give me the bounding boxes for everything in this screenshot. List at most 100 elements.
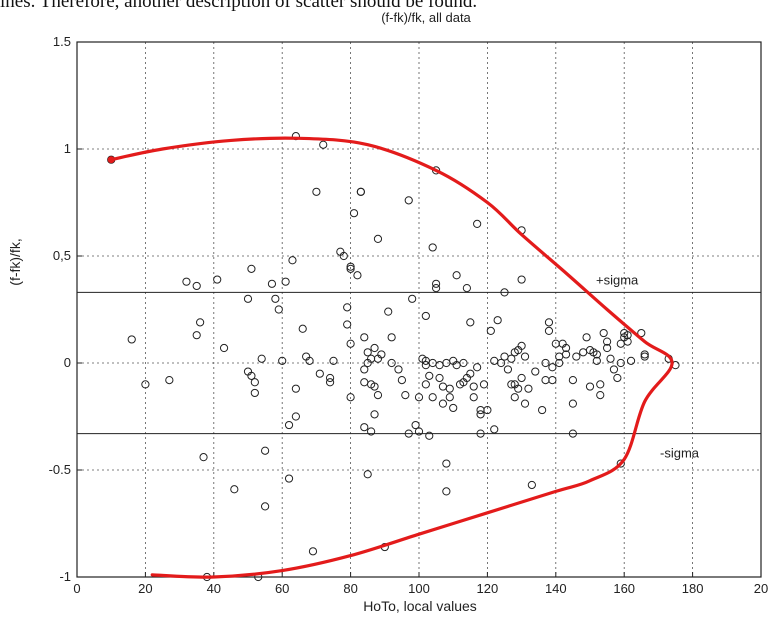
data-point	[538, 405, 547, 415]
data-point	[414, 427, 424, 436]
data-point	[449, 403, 458, 413]
data-point	[192, 331, 201, 340]
data-point	[213, 275, 222, 284]
data-point	[466, 318, 475, 327]
data-point	[500, 288, 509, 297]
data-point	[421, 361, 430, 370]
data-point	[363, 470, 372, 479]
data-point	[182, 277, 191, 286]
data-point	[626, 356, 636, 365]
data-point	[308, 547, 318, 556]
data-point	[373, 234, 383, 243]
data-point	[490, 356, 499, 365]
data-point	[544, 326, 554, 335]
data-point	[384, 307, 393, 316]
data-point	[496, 358, 506, 368]
data-point	[469, 382, 478, 391]
x-tick-label: 60	[275, 581, 289, 596]
data-point	[445, 384, 454, 393]
data-point	[165, 376, 174, 385]
data-point	[476, 429, 485, 438]
data-point	[319, 140, 328, 149]
data-point	[459, 358, 468, 368]
data-point	[541, 358, 550, 368]
data-point	[507, 354, 516, 363]
sigma-lines: +sigma -sigma	[77, 272, 761, 461]
data-point	[520, 399, 530, 408]
data-point	[479, 380, 489, 389]
data-point	[469, 393, 478, 402]
data-point	[291, 384, 300, 393]
data-point	[387, 333, 396, 342]
data-point	[616, 358, 625, 368]
data-point	[572, 352, 581, 361]
data-point	[360, 378, 369, 387]
data-point	[561, 343, 571, 353]
data-point	[408, 294, 417, 303]
data-point	[363, 348, 372, 357]
data-point	[192, 281, 201, 291]
data-point	[568, 429, 578, 438]
x-tick-label: 120	[477, 581, 499, 596]
data-point	[640, 350, 649, 359]
y-axis-label: (f-fk)/fk,	[7, 238, 23, 285]
data-point	[568, 376, 578, 385]
x-tick-label: 20	[754, 581, 768, 596]
data-point	[438, 399, 448, 408]
data-point	[507, 380, 516, 389]
data-point	[370, 343, 379, 353]
data-point	[278, 356, 287, 365]
data-point	[510, 393, 519, 402]
data-point	[325, 378, 335, 387]
x-tick-label: 80	[343, 581, 357, 596]
data-point	[544, 318, 554, 327]
data-point	[305, 356, 314, 365]
data-point	[230, 485, 239, 494]
data-point	[548, 376, 557, 385]
data-point	[452, 271, 461, 280]
data-point	[250, 378, 259, 387]
data-point	[356, 187, 365, 196]
data-point	[596, 391, 605, 400]
data-point	[599, 328, 608, 338]
data-point	[473, 219, 482, 228]
data-point	[346, 393, 355, 402]
data-point	[401, 391, 410, 400]
data-point	[325, 373, 335, 383]
data-point	[404, 429, 413, 438]
data-point	[370, 382, 379, 391]
data-point	[517, 341, 526, 350]
data-point	[370, 410, 379, 419]
data-point	[524, 384, 533, 393]
data-point	[603, 343, 612, 353]
x-tick-label: 0	[73, 581, 80, 596]
data-point	[606, 354, 615, 363]
data-point	[548, 363, 557, 372]
data-point	[199, 453, 208, 462]
data-point	[411, 420, 420, 430]
data-point	[271, 294, 280, 303]
data-point	[339, 251, 348, 261]
data-point	[353, 271, 362, 280]
data-point	[312, 187, 321, 196]
data-point	[592, 356, 601, 365]
data-point	[346, 264, 355, 273]
data-point	[219, 343, 229, 353]
data-point	[473, 363, 482, 372]
chart-title: (f-fk)/fk, all data	[381, 10, 471, 25]
data-point	[298, 324, 307, 333]
data-point	[517, 275, 526, 284]
data-point	[360, 423, 369, 432]
data-point	[445, 393, 454, 402]
y-tick-label: -1	[59, 569, 71, 584]
x-tick-label: 160	[613, 581, 635, 596]
data-point	[261, 502, 270, 511]
data-point	[127, 335, 136, 344]
data-point	[421, 380, 430, 389]
data-point	[616, 459, 625, 468]
data-point	[196, 318, 205, 327]
data-point	[592, 350, 601, 359]
data-point	[609, 365, 619, 374]
data-point	[486, 326, 495, 335]
x-tick-label: 180	[682, 581, 704, 596]
